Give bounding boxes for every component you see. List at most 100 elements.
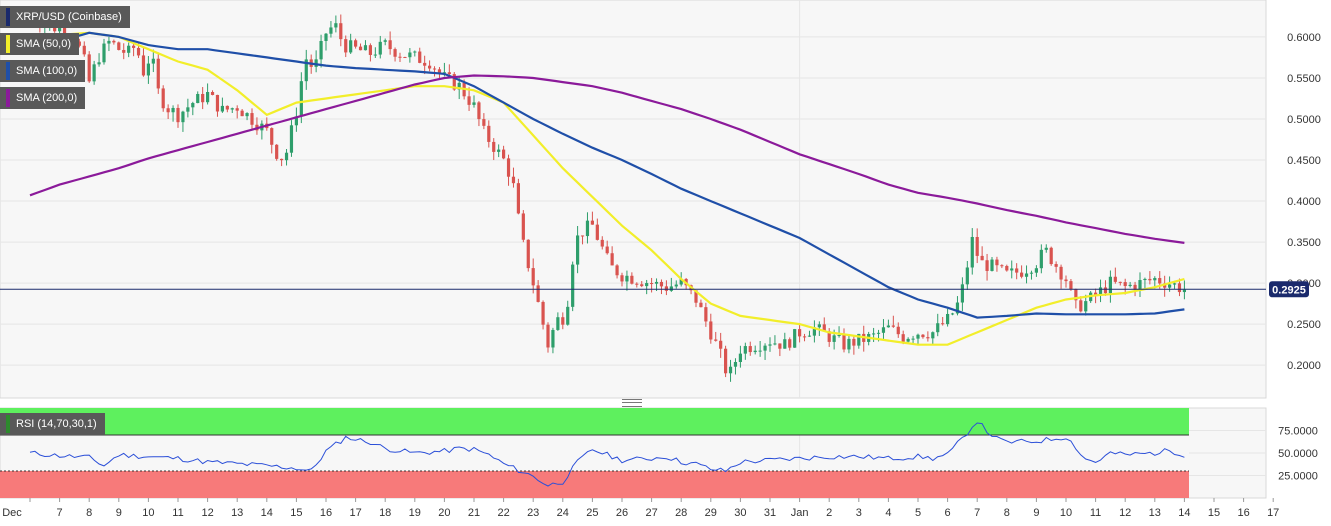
candle-down [141,55,146,76]
candle-up [955,302,960,314]
candle-up [58,27,62,32]
candle-down [511,176,516,184]
candle-down [87,54,91,82]
candle-down [694,290,698,303]
rsi-oversold-band [0,471,1189,498]
candle-down [1074,289,1078,301]
current-price-tag [1269,281,1309,298]
candle-up [911,338,915,340]
legend-sma200-swatch [6,89,10,107]
candle-down [77,41,81,46]
y-axis-label: 0.4000 [1287,196,1321,208]
x-axis-label: 5 [915,507,921,519]
x-axis-label: 14 [261,507,273,519]
candle-down [201,93,205,103]
candle-down [166,108,170,113]
candle-up [1034,268,1038,273]
candle-up [936,323,940,333]
candle-up [1153,278,1157,281]
candle-down [358,46,363,51]
candle-down [595,224,599,240]
pane-splitter-handle[interactable] [622,399,642,407]
candle-up [965,267,969,285]
candle-down [1020,272,1024,277]
candle-up [186,107,190,112]
candle-down [724,348,728,374]
x-axis-label: 31 [764,507,776,519]
candle-up [1010,268,1014,271]
candle-up [363,45,368,51]
candle-up [442,72,446,74]
x-axis-label: Jan [791,507,809,519]
candle-up [1138,280,1142,290]
candle-up [1029,272,1034,274]
candle-down [699,302,703,308]
legend-rsi[interactable]: RSI (14,70,30,1) [0,413,105,435]
candle-down [1059,266,1063,280]
legend-sma50[interactable]: SMA (50,0) [0,33,80,55]
candle-down [132,45,136,48]
x-axis-label: 7 [974,507,980,519]
candle-up [299,81,303,117]
candle-up [970,236,974,268]
candle-up [793,329,797,348]
candle-up [832,335,836,342]
candle-down [506,158,511,177]
candle-down [240,110,244,117]
x-axis-label: 18 [379,507,391,519]
candle-down [1113,276,1117,282]
x-axis-label: 13 [231,507,243,519]
y-axis-label: 0.6000 [1287,32,1321,44]
candle-down [1123,282,1127,287]
candle-up [457,82,461,90]
candle-down [546,324,550,348]
candle-down [896,326,900,335]
candle-down [280,158,284,161]
x-axis-label: 17 [1267,507,1279,519]
candle-down [709,321,713,340]
legend-symbol: XRP/USD (Coinbase) [0,6,130,28]
candle-down [822,324,826,332]
candle-up [1182,289,1186,293]
candle-down [941,323,945,325]
legend-sma100[interactable]: SMA (100,0) [0,60,86,82]
candle-down [393,49,397,57]
candle-up [349,40,353,53]
candle-down [215,94,220,112]
candle-up [1098,287,1103,296]
candle-up [886,325,890,328]
x-axis-label: 8 [86,507,92,519]
candle-up [373,54,377,56]
candle-down [650,283,654,285]
x-axis-label: 10 [1060,507,1072,519]
x-axis-label: 11 [1090,507,1101,519]
candle-up [102,43,106,63]
candle-up [92,64,96,82]
candle-down [664,286,668,291]
rsi-y-axis-label: 75.0000 [1278,426,1318,438]
candle-down [250,113,254,125]
x-axis-label: 21 [468,507,480,519]
candle-down [521,213,525,240]
candle-down [388,40,392,50]
candle-down [82,45,86,55]
x-axis-label: 7 [57,507,63,519]
candle-down [447,72,451,75]
candle-up [1024,273,1029,277]
candle-down [1054,264,1058,267]
candle-up [171,107,175,113]
candle-down [827,331,831,342]
candle-up [289,125,294,153]
candle-up [876,332,881,334]
candle-down [1118,281,1122,283]
legend-sma200[interactable]: SMA (200,0) [0,87,86,109]
candle-down [1005,265,1009,271]
legend-sma50-swatch [6,35,10,53]
candle-down [842,335,846,350]
candle-down [852,338,856,346]
sma50-line [29,31,1185,346]
candle-up [679,278,683,285]
candle-down [354,40,358,47]
candle-down [1177,283,1182,293]
